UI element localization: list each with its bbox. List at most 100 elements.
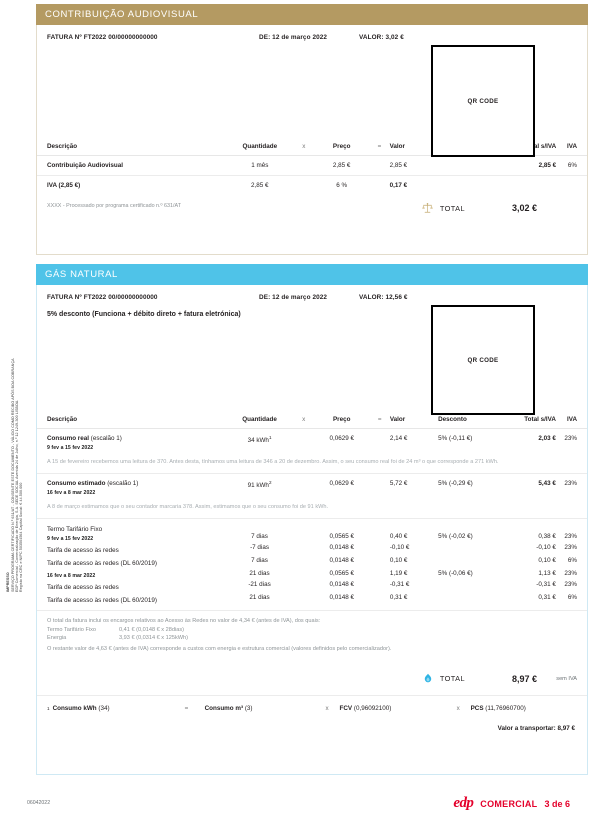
col-descricao: Descrição xyxy=(37,139,226,156)
table-row-consumo-estimado: Consumo estimado (escalão 1) 16 fev a 8 … xyxy=(37,474,587,503)
cell-quantidade-footnote: 2 xyxy=(268,480,272,485)
cell-titulo-suffix: (escalão 1) xyxy=(90,435,122,442)
cell-desconto xyxy=(438,557,504,570)
col-descricao: Descrição xyxy=(37,412,226,429)
col-preco: Preço xyxy=(313,412,370,429)
table-row-termo-header: Termo Tarifário Fixo xyxy=(37,519,587,533)
cell-valor: 0,10 € xyxy=(389,557,408,564)
invoice-meta-gas: FATURA Nº FT2022 00/00000000000 DE: 12 d… xyxy=(37,285,587,301)
cell-valor: 1,19 € xyxy=(389,570,408,577)
col-equals-operator: = xyxy=(369,139,390,156)
cell-nota: A 8 de março estimamos que o seu contado… xyxy=(37,502,587,519)
cell-valor: -0,31 € xyxy=(389,581,410,588)
formula-part3-value: (0,96092100) xyxy=(353,705,392,713)
table-audiovisual: Descrição Quantidade x Preço = Valor Aba… xyxy=(37,139,587,195)
invoice-number: FATURA Nº FT2022 00/00000000000 xyxy=(47,34,158,41)
cell-titulo-suffix: (escalão 1) xyxy=(107,480,139,487)
cell-valor: 5,72 € xyxy=(389,480,408,487)
cell-valor: -0,10 € xyxy=(389,544,410,551)
table-row-consumo-real: Consumo real (escalão 1) 9 fev a 15 fev … xyxy=(37,429,587,458)
col-quantidade: Quantidade xyxy=(225,139,294,156)
cell-quantidade: -21 dias xyxy=(248,581,271,588)
cell-desconto: 5% (-0,06 €) xyxy=(438,570,473,577)
formula-times-2: x xyxy=(456,705,460,713)
col-valor: Valor xyxy=(389,139,438,156)
network-note-outro: O restante valor de 4,63 € (antes de IVA… xyxy=(47,645,392,652)
network-note-item: Energia 3,93 € (0,0314 € x 125kWh) xyxy=(37,634,587,642)
cell-total: 0,38 € xyxy=(538,533,556,540)
cell-valor: 0,31 € xyxy=(389,594,439,611)
section-audiovisual: CONTRIBUIÇÃO AUDIOVISUAL FATURA Nº FT202… xyxy=(36,4,588,255)
network-note-item: Termo Tarifário Fixo 0,41 € (0,0148 € x … xyxy=(37,626,587,634)
cell-quantidade: 21 dias xyxy=(225,594,294,611)
cell-total: -0,31 € xyxy=(536,581,556,588)
cell-desconto: 5% (-0,11 €) xyxy=(438,435,473,442)
total-label: TOTAL xyxy=(439,674,465,684)
formula-part3-label: FCV xyxy=(339,705,353,713)
network-access-note: O total da fatura inclui os encargos rel… xyxy=(37,617,587,653)
table-row-iva: IVA (2,85 €) 2,85 € 6 % 0,17 € xyxy=(37,176,587,196)
invoice-meta-audiovisual: FATURA Nº FT2022 00/00000000000 DE: 12 d… xyxy=(37,25,587,41)
table-row-termo: Tarifa de acesso às redes (DL 60/2019) 2… xyxy=(37,594,587,611)
footer-brand: edp COMERCIAL 3 de 6 xyxy=(453,795,570,812)
cell-quantidade: 1 mês xyxy=(225,155,294,176)
cell-preco: 0,0629 € xyxy=(329,435,354,442)
total-label: TOTAL xyxy=(439,203,465,213)
cell-desconto: 5% (-0,29 €) xyxy=(438,480,473,487)
table-row-termo: 9 fev a 15 fev 2022 7 dias 0,0565 € 0,40… xyxy=(37,533,587,544)
col-times-operator: x xyxy=(293,412,314,429)
cell-descricao: Tarifa de acesso às redes (DL 60/2019) xyxy=(47,560,158,567)
table-note-row: A 8 de março estimamos que o seu contado… xyxy=(37,502,587,519)
network-note-key: Energia xyxy=(47,634,67,641)
cell-titulo: Consumo estimado xyxy=(47,480,106,487)
cell-desconto: 5% (-0,02 €) xyxy=(438,533,473,540)
cell-preco: 0,0148 € xyxy=(329,581,354,588)
section-title-gas-natural: GÁS NATURAL xyxy=(36,264,588,285)
cell-periodo: 9 fev a 15 fev 2022 xyxy=(47,536,94,542)
page-number: 3 de 6 xyxy=(544,799,570,809)
cell-desconto xyxy=(438,544,504,557)
table-note-row: A 15 de fevereiro recebemos uma leitura … xyxy=(37,457,587,474)
col-equals-operator: = xyxy=(369,412,390,429)
table-row-termo: 16 fev a 8 mar 2022 21 dias 0,0565 € 1,1… xyxy=(37,570,587,581)
qr-code-gas: QR CODE xyxy=(431,305,535,415)
cell-iva: 23% xyxy=(564,544,577,551)
cell-iva: 23% xyxy=(564,480,577,487)
formula-part2-label: Consumo m³ xyxy=(204,705,244,713)
certification-note: XXXX - Processado por programa certifica… xyxy=(47,203,182,209)
col-iva: IVA xyxy=(556,139,587,156)
formula-part4-label: PCS xyxy=(470,705,484,713)
invoice-date: DE: 12 de março 2022 xyxy=(259,34,328,41)
cell-desconto xyxy=(438,581,504,594)
cell-periodo: 16 fev a 8 mar 2022 xyxy=(47,573,96,579)
footer-date: 06042022 xyxy=(27,800,51,806)
invoice-value: VALOR: 12,56 € xyxy=(359,294,408,301)
col-times-operator: x xyxy=(293,139,314,156)
invoice-value: VALOR: 3,02 € xyxy=(359,34,404,41)
cell-periodo: 9 fev a 15 fev 2022 xyxy=(47,445,94,451)
cell-iva: 6% xyxy=(555,594,587,611)
cell-termo-titulo: Termo Tarifário Fixo xyxy=(47,526,103,533)
cell-iva-rate: 6 % xyxy=(336,182,348,189)
formula-times-1: x xyxy=(325,705,329,713)
cell-quantidade-footnote: 1 xyxy=(268,435,272,440)
col-valor: Valor xyxy=(389,412,439,429)
promo-discount-text: 5% desconto (Funciona + débito direto + … xyxy=(47,311,241,318)
cell-iva: 23% xyxy=(564,581,577,588)
cell-quantidade: -7 dias xyxy=(250,544,269,551)
total-suffix: sem IVA xyxy=(556,675,577,682)
cell-nota: A 15 de fevereiro recebemos uma leitura … xyxy=(37,457,587,474)
cell-preco: 2,85 € xyxy=(313,155,370,176)
footnote-marker: 1 xyxy=(47,706,50,712)
section-title-audiovisual: CONTRIBUIÇÃO AUDIOVISUAL xyxy=(36,4,588,25)
cell-valor: 2,85 € xyxy=(389,155,438,176)
cell-valor: 0,40 € xyxy=(389,533,408,540)
cell-iva: 6% xyxy=(567,557,577,564)
cell-total: 2,03 € xyxy=(538,435,556,442)
cell-quantidade: 91 kWh xyxy=(247,482,269,490)
cell-abatimentos xyxy=(437,155,505,176)
cell-preco: 0,0148 € xyxy=(313,594,370,611)
col-iva: IVA xyxy=(555,412,587,429)
cell-preco: 0,0629 € xyxy=(329,480,354,487)
